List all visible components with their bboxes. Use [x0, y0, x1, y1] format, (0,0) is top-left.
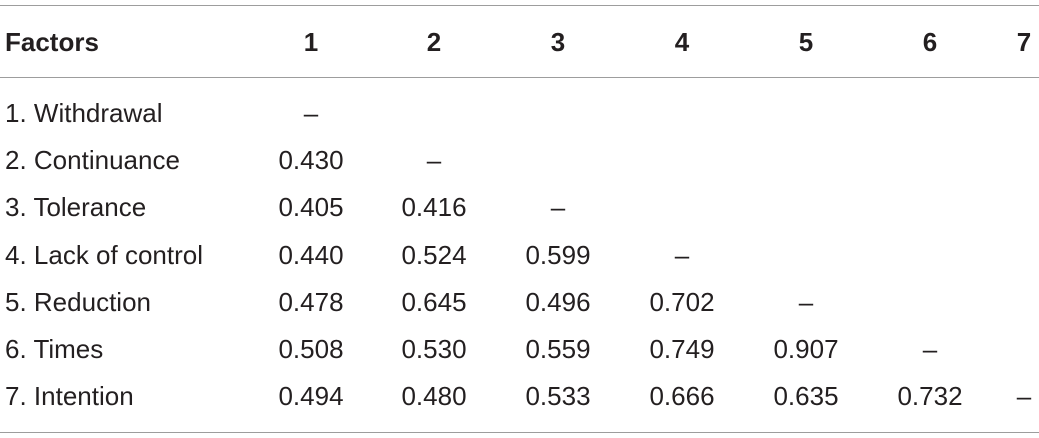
value-cell: 0.430	[278, 145, 344, 176]
row-label: 5. Reduction	[5, 286, 151, 317]
value-cell: 0.533	[525, 381, 591, 412]
value-cell: 0.494	[278, 381, 344, 412]
header-cell: 2	[426, 27, 442, 57]
value-cell: –	[550, 192, 566, 223]
value-cell: 0.702	[649, 286, 715, 317]
value-cell: 0.508	[278, 334, 344, 364]
value-cell: –	[1016, 381, 1032, 412]
header-cell: 4	[674, 27, 690, 57]
bottom-rule	[0, 432, 1039, 433]
value-cell: 0.645	[401, 286, 467, 317]
header-cell: 5	[798, 27, 814, 57]
row-label: 2. Continuance	[5, 145, 180, 176]
value-cell: 0.530	[401, 334, 467, 364]
header-cell: Factors	[5, 27, 99, 57]
value-cell: 0.732	[897, 381, 963, 412]
value-cell: 0.749	[649, 334, 715, 364]
header-rule	[0, 77, 1039, 78]
value-cell: 0.907	[773, 334, 839, 364]
value-cell: 0.405	[278, 192, 344, 223]
header-cell: 6	[922, 27, 938, 57]
header-cell: 3	[550, 27, 566, 57]
header-cell: 7	[1016, 27, 1032, 57]
row-label: 7. Intention	[5, 381, 134, 412]
value-cell: –	[674, 239, 690, 270]
header-cell: 1	[303, 27, 319, 57]
value-cell: –	[922, 334, 938, 364]
row-label: 6. Times	[5, 334, 104, 364]
value-cell: 0.599	[525, 239, 591, 270]
value-cell: 0.440	[278, 239, 344, 270]
value-cell: 0.478	[278, 286, 344, 317]
value-cell: 0.635	[773, 381, 839, 412]
value-cell: 0.666	[649, 381, 715, 412]
value-cell: –	[426, 145, 442, 176]
value-cell: –	[798, 286, 814, 317]
value-cell: –	[303, 98, 319, 128]
row-label: 1. Withdrawal	[5, 98, 163, 128]
row-label: 4. Lack of control	[5, 239, 203, 270]
value-cell: 0.480	[401, 381, 467, 412]
value-cell: 0.524	[401, 239, 467, 270]
top-rule	[0, 5, 1039, 6]
row-label: 3. Tolerance	[5, 192, 147, 223]
value-cell: 0.559	[525, 334, 591, 364]
value-cell: 0.416	[401, 192, 467, 223]
value-cell: 0.496	[525, 286, 591, 317]
